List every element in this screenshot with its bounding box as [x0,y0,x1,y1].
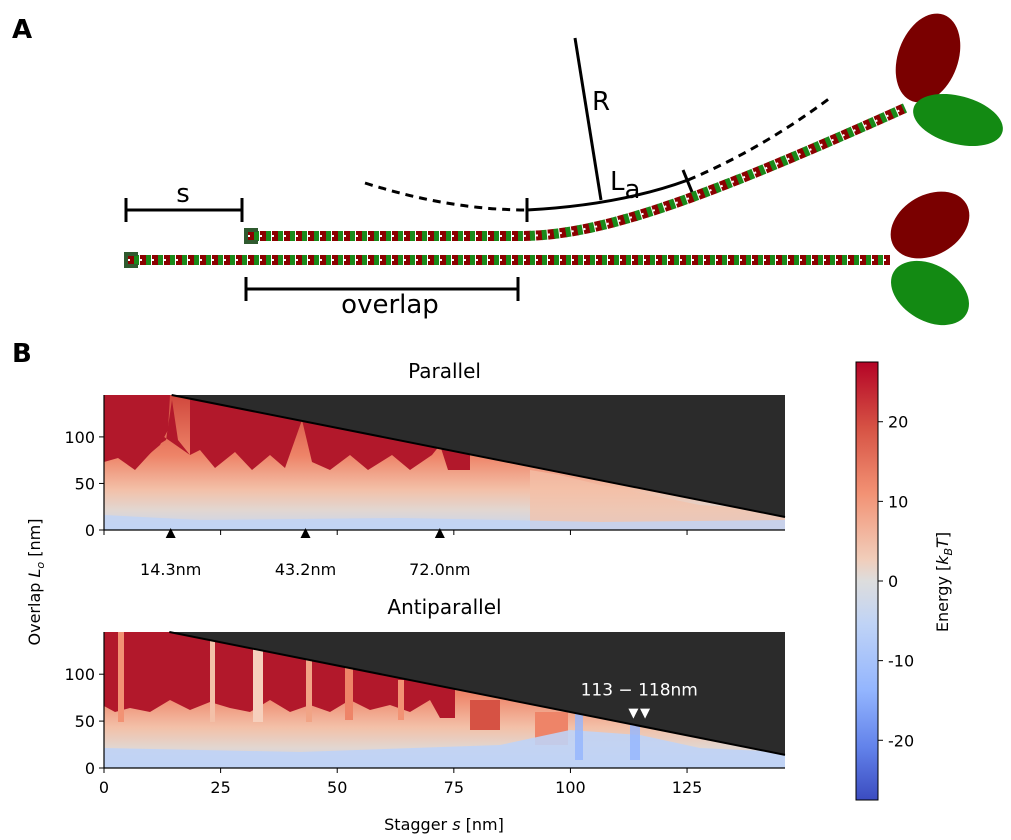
marker [165,528,176,538]
colorbar-tick-label: -20 [888,731,914,750]
cb-var2: T [933,537,952,548]
la-sub: a [625,175,641,205]
x-tick-label: 0 [99,778,109,797]
panel-title: Antiparallel [387,595,501,619]
colorbar-tick-label: 0 [888,572,898,591]
marker [300,528,311,538]
x-axis-label: Stagger s [nm] [384,815,504,834]
yl-pre: Overlap [25,577,44,645]
colorbar-label: Energy [kBT] [933,532,955,632]
marker-label: 113 − 118nm [581,681,698,701]
marker [628,708,639,719]
x-tick-label: 50 [327,778,347,797]
marker-label: 43.2nm [275,560,336,579]
yl-var: L [25,569,44,578]
filaments [124,103,908,268]
x-tick-label: 125 [672,778,703,797]
cb-post: ] [933,532,952,538]
y-axis-label: Overlap Lo [nm] [25,519,47,646]
marker [640,708,651,719]
colorbar-tick-label: -10 [888,652,914,671]
panel-title: Parallel [408,359,481,383]
y-tick-label: 100 [64,665,95,684]
la-main: L [610,167,625,197]
heads [890,13,1003,326]
cb-var: k [933,555,952,565]
y-tick-label: 0 [85,521,95,540]
x-tick-label: 75 [444,778,464,797]
colorbar [855,361,879,801]
panel-label: B [12,339,32,369]
annotations [124,37,831,301]
colorbar-tick-label: 20 [888,413,908,432]
boundary-line [169,631,786,756]
y-tick-label: 50 [75,712,95,731]
y-tick-label: 100 [64,428,95,447]
xl-post: [nm] [461,815,504,834]
y-tick-label: 50 [75,474,95,493]
marker-label: 14.3nm [140,560,201,579]
x-tick-label: 25 [210,778,230,797]
xl-pre: Stagger [384,815,452,834]
cb-sub: B [942,548,955,556]
overlap-label: overlap [341,290,439,320]
x-tick-label: 100 [555,778,586,797]
la-label: La [610,167,640,205]
boundary-line [171,394,786,518]
y-tick-label: 0 [85,759,95,778]
yl-post: [nm] [25,519,44,562]
s-label: s [176,179,190,209]
cb-pre: Energy [ [933,565,952,632]
r-label: R [592,87,610,117]
marker [434,528,445,538]
marker-label: 72.0nm [409,560,470,579]
colorbar-tick-label: 10 [888,492,908,511]
xl-var: s [452,815,460,834]
panel-label: A [12,15,32,45]
yl-sub: o [34,562,47,569]
